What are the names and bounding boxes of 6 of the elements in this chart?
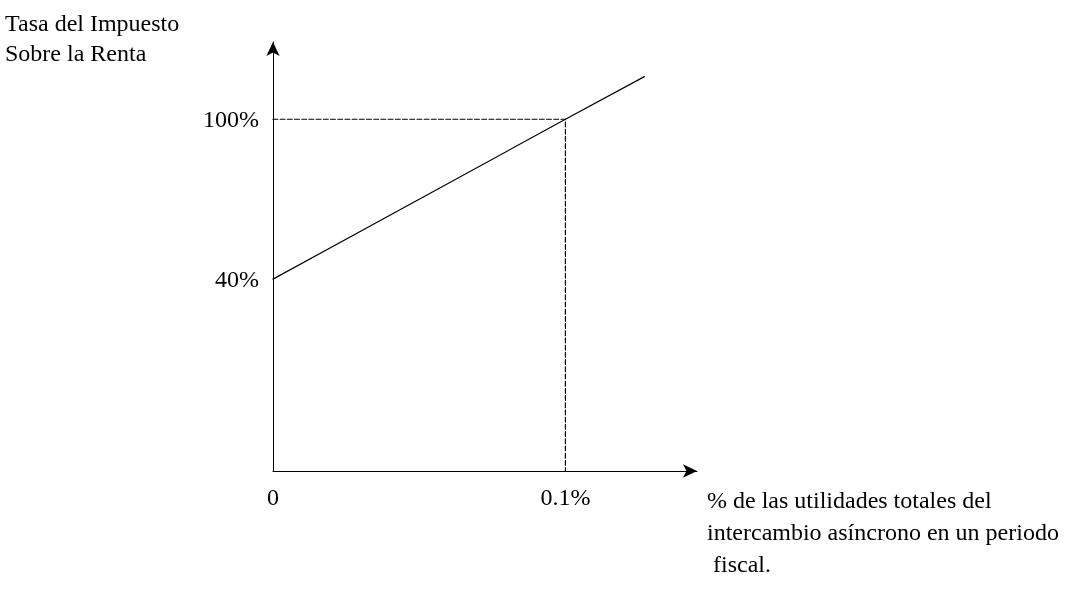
x-tick-label: 0.1% — [540, 484, 591, 510]
y-axis-title: Tasa del Impuesto Sobre la Renta — [5, 10, 186, 66]
x-axis-title: % de las utilidades totales del intercambio asíncrono en un periodo fiscal. — [707, 487, 1059, 577]
x-tick-label: 0 — [267, 484, 279, 510]
y-tick-label: 40% — [215, 266, 259, 293]
y-tick-label: 100% — [203, 106, 259, 133]
